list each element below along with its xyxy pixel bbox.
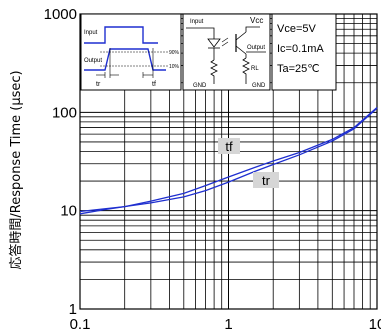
series-label-tr: tr xyxy=(262,173,271,188)
circuit-schematic-inset: Input Vcc Output RL GND GND xyxy=(182,13,271,91)
x-tick-label: 1 xyxy=(224,316,232,333)
timing-input-waveform xyxy=(84,26,158,44)
circuit-load-resistor xyxy=(242,57,250,84)
timing-output-label: Output xyxy=(84,58,102,64)
timing-tr-label: tr xyxy=(96,81,101,88)
circuit-gnd-right-label: GND xyxy=(252,83,266,89)
condition-ic: Ic=0.1mA xyxy=(277,43,324,55)
circuit-input-label: Input xyxy=(190,19,204,25)
condition-vce: Vce=5V xyxy=(277,23,316,35)
y-tick-label: 1000 xyxy=(44,6,77,23)
circuit-rl-label: RL xyxy=(251,66,259,72)
timing-diagram-inset: Input Output 90% 10% tr tf xyxy=(80,13,182,91)
series-lines xyxy=(79,107,378,215)
x-tick-labels: 0.1 1 10 xyxy=(70,316,381,333)
x-tick-label: 0.1 xyxy=(70,316,91,333)
timing-output-waveform xyxy=(84,48,166,71)
y-tick-label: 10 xyxy=(60,203,77,220)
y-tick-labels: 1 10 100 1000 xyxy=(44,6,77,318)
x-tick-label: 10 xyxy=(369,316,381,333)
circuit-output-label: Output xyxy=(247,45,265,51)
tf-label-bg xyxy=(218,138,240,154)
timing-10pct-label: 10% xyxy=(169,64,180,70)
timing-90pct-label: 90% xyxy=(169,50,180,56)
conditions-box: Vce=5V Ic=0.1mA Ta=25℃ xyxy=(271,13,337,91)
y-tick-label: 100 xyxy=(52,104,77,121)
circuit-gnd-left-label: GND xyxy=(193,83,207,89)
tr-label-bg xyxy=(253,172,279,188)
circuit-left-resistor xyxy=(210,59,218,84)
series-label-tf: tf xyxy=(225,139,233,154)
condition-ta: Ta=25℃ xyxy=(277,63,320,75)
y-axis-label: 応答時間/Response Time (μsec) xyxy=(8,70,24,269)
timing-input-label: Input xyxy=(84,30,98,36)
timing-tf-label: tf xyxy=(152,81,156,88)
series-line-tr xyxy=(79,107,378,213)
y-tick-label: 1 xyxy=(69,301,77,318)
circuit-vcc-label: Vcc xyxy=(250,16,263,25)
